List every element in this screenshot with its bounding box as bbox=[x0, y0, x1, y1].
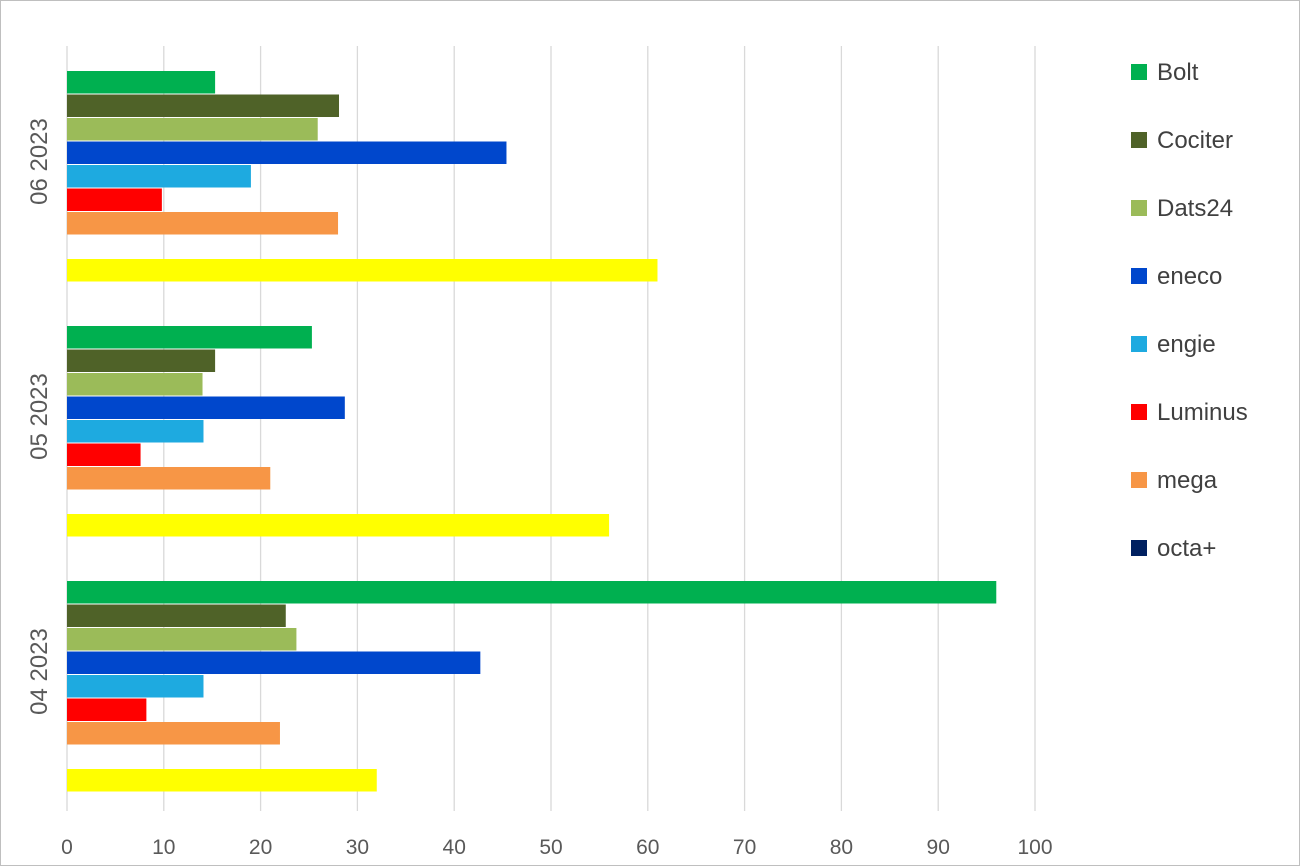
bar-luminus bbox=[67, 698, 147, 721]
bar-dats24 bbox=[67, 373, 203, 396]
x-tick-label: 10 bbox=[152, 836, 175, 859]
x-tick-label: 20 bbox=[249, 836, 272, 859]
legend-label: engie bbox=[1157, 331, 1216, 358]
x-tick-label: 60 bbox=[636, 836, 659, 859]
legend-swatch bbox=[1131, 404, 1147, 420]
bar-series-8 bbox=[67, 514, 610, 537]
legend-swatch bbox=[1131, 336, 1147, 352]
category-label: 05 2023 bbox=[26, 373, 53, 460]
bar-luminus bbox=[67, 443, 141, 466]
bar-mega bbox=[67, 212, 339, 235]
bar-series-8 bbox=[67, 259, 658, 282]
legend-swatch bbox=[1131, 472, 1147, 488]
x-tick-label: 90 bbox=[927, 836, 950, 859]
legend-swatch bbox=[1131, 132, 1147, 148]
x-tick-label: 50 bbox=[539, 836, 562, 859]
x-tick-label: 80 bbox=[830, 836, 853, 859]
bar-bolt bbox=[67, 71, 216, 94]
bar-mega bbox=[67, 722, 280, 745]
bar-bolt bbox=[67, 326, 312, 349]
bar-dats24 bbox=[67, 628, 297, 651]
bar-engie bbox=[67, 420, 204, 443]
bar-dats24 bbox=[67, 118, 318, 141]
legend-swatch bbox=[1131, 540, 1147, 556]
legend-label: Luminus bbox=[1157, 399, 1248, 426]
bar-series-8 bbox=[67, 769, 377, 792]
bar-cociter bbox=[67, 604, 286, 627]
legend-swatch bbox=[1131, 64, 1147, 80]
bar-eneco bbox=[67, 396, 345, 419]
bar-cociter bbox=[67, 349, 216, 372]
bar-eneco bbox=[67, 651, 481, 674]
legend-label: eneco bbox=[1157, 263, 1222, 290]
x-axis: 0 10 20 30 40 50 60 70 80 90 100 bbox=[61, 836, 1052, 859]
category-axis: 04 2023 05 2023 06 2023 bbox=[26, 118, 53, 715]
legend-label: mega bbox=[1157, 467, 1218, 494]
bar-luminus bbox=[67, 188, 162, 211]
bars bbox=[67, 71, 997, 792]
legend-label: octa+ bbox=[1157, 535, 1216, 562]
legend: Bolt Cociter Dats24 eneco engie Luminus mega oc… bbox=[1131, 59, 1248, 562]
bar-bolt bbox=[67, 581, 997, 604]
bar-eneco bbox=[67, 141, 507, 164]
legend-swatch bbox=[1131, 268, 1147, 284]
x-tick-label: 30 bbox=[346, 836, 369, 859]
x-tick-label: 0 bbox=[61, 836, 73, 859]
bar-engie bbox=[67, 165, 251, 188]
bar-mega bbox=[67, 467, 271, 490]
legend-label: Bolt bbox=[1157, 59, 1199, 86]
category-label: 04 2023 bbox=[26, 628, 53, 715]
legend-label: Dats24 bbox=[1157, 195, 1233, 222]
bar-engie bbox=[67, 675, 204, 698]
legend-swatch bbox=[1131, 200, 1147, 216]
category-label: 06 2023 bbox=[26, 118, 53, 205]
x-tick-label: 100 bbox=[1017, 836, 1052, 859]
legend-label: Cociter bbox=[1157, 127, 1233, 154]
x-tick-label: 70 bbox=[733, 836, 756, 859]
bar-cociter bbox=[67, 94, 340, 117]
x-tick-label: 40 bbox=[443, 836, 466, 859]
